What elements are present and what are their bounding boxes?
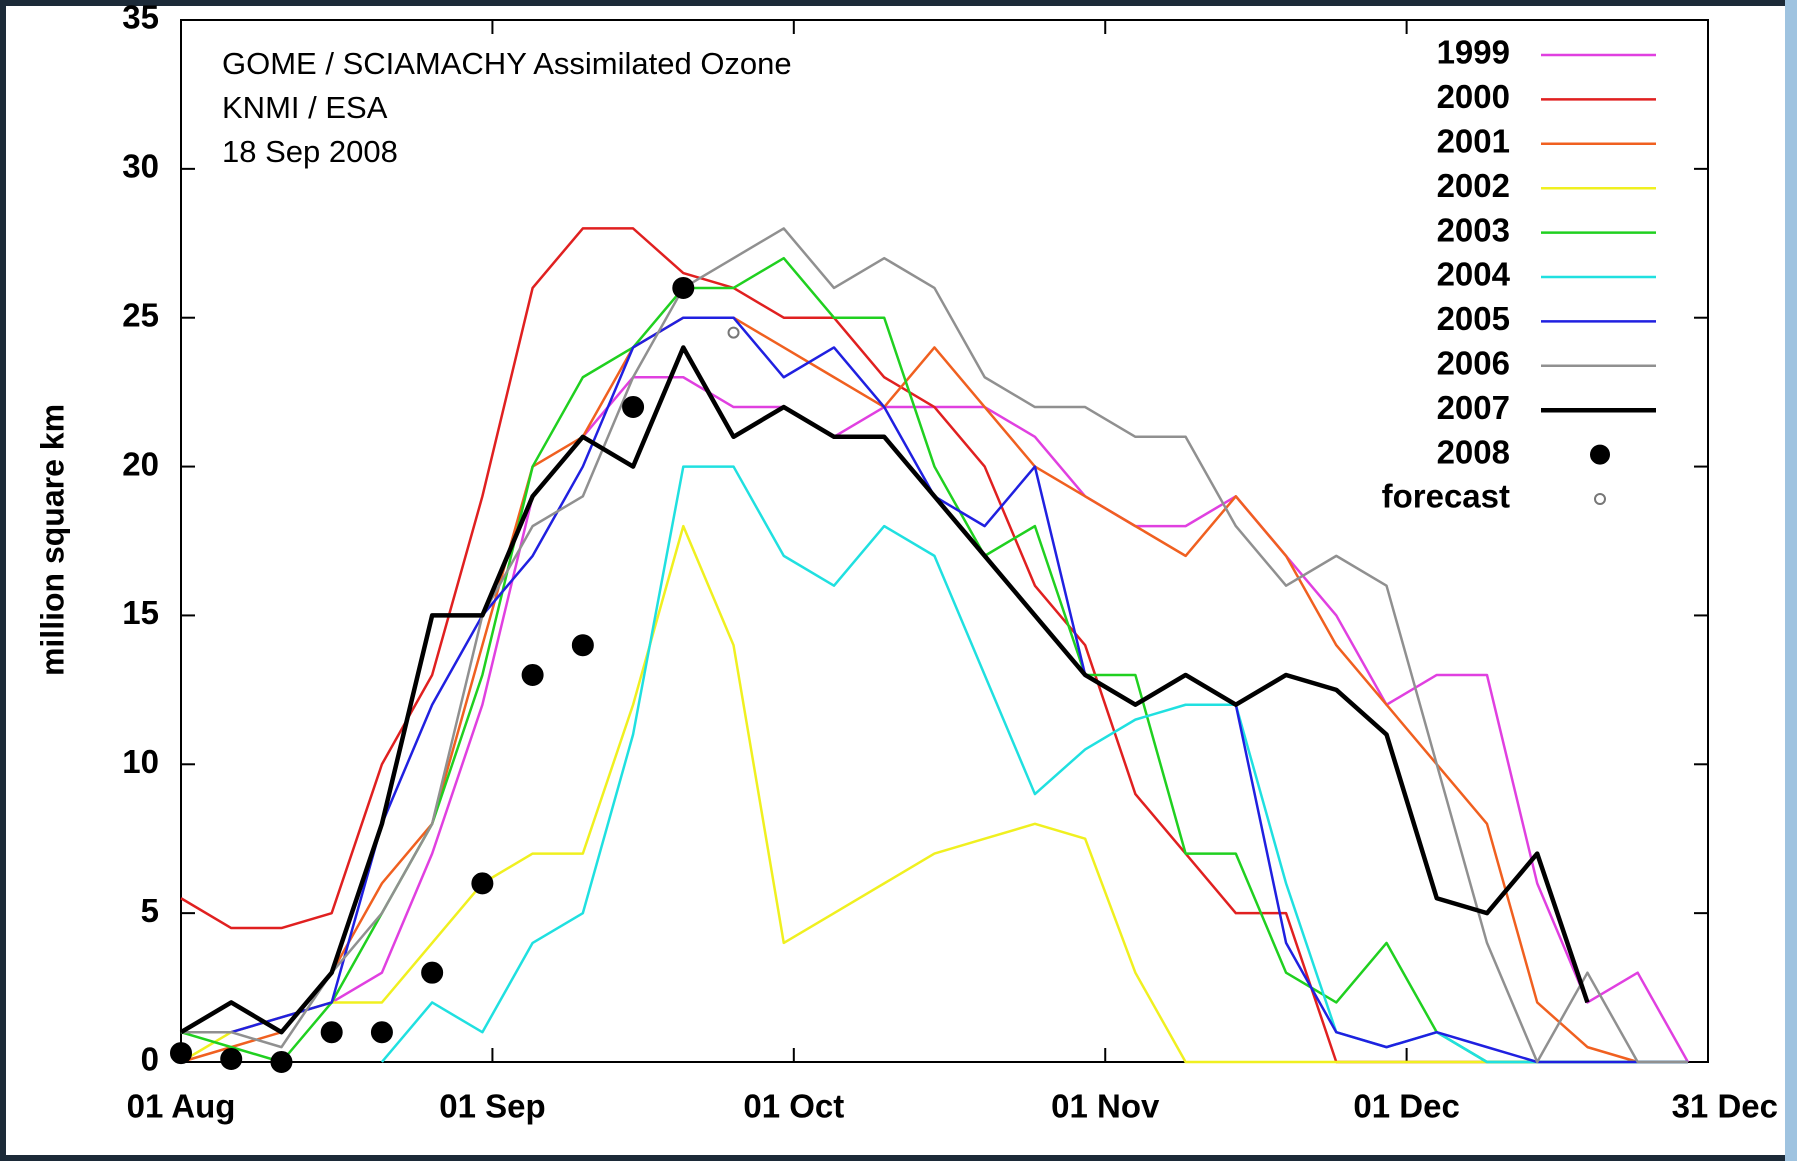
x-tick-label: 01 Dec [1353,1088,1459,1125]
x-tick-label: 01 Aug [127,1088,236,1125]
y-tick-label: 25 [122,296,159,333]
legend-label: 2005 [1437,300,1510,337]
legend-swatch [1594,493,1606,505]
x-tick-label: 01 Oct [743,1088,844,1125]
y-tick-label: 0 [141,1041,159,1078]
series-point [370,1021,393,1044]
series-point [421,961,444,984]
series-line [180,524,1688,1064]
y-tick-label: 5 [141,892,159,929]
y-tick-label: 10 [122,743,159,780]
edge [1785,0,1797,1161]
y-tick-label: 20 [122,445,159,482]
legend-label: forecast [1382,478,1510,515]
series-point [220,1048,243,1071]
series-point [170,1042,192,1065]
legend-label: 2000 [1437,78,1510,115]
series-point [320,1021,343,1044]
plot-area [180,19,1709,1063]
legend-label: 2007 [1437,389,1510,426]
series-point [270,1051,293,1073]
legend-label: 1999 [1437,34,1510,71]
legend-label: 2001 [1437,123,1510,160]
annotation: KNMI / ESA [222,90,388,125]
series-line [179,345,1590,1035]
y-tick-label: 30 [122,148,159,185]
legend-label: 2002 [1437,167,1510,204]
series-point [571,634,594,657]
legend-swatch [1590,444,1610,465]
x-tick-label: 01 Sep [439,1088,545,1125]
annotation: GOME / SCIAMACHY Assimilated Ozone [222,46,792,81]
series-line [380,465,1688,1064]
legend-label: 2006 [1437,345,1510,382]
x-tick-label: 31 Dec [1672,1088,1778,1125]
series-point [672,276,695,299]
legend-label: 2008 [1437,433,1510,470]
y-tick-label: 35 [122,0,159,36]
annotation: 18 Sep 2008 [222,134,398,169]
series-point [622,396,645,419]
series-point [521,663,544,686]
y-tick-label: 15 [122,594,159,631]
legend-label: 2004 [1437,256,1511,293]
series-point [727,326,740,339]
legend-label: 2003 [1437,211,1510,248]
series-point [471,872,494,895]
y-axis-label: million square km [34,404,70,676]
series-line [181,227,1688,1064]
x-tick-label: 01 Nov [1051,1088,1160,1125]
